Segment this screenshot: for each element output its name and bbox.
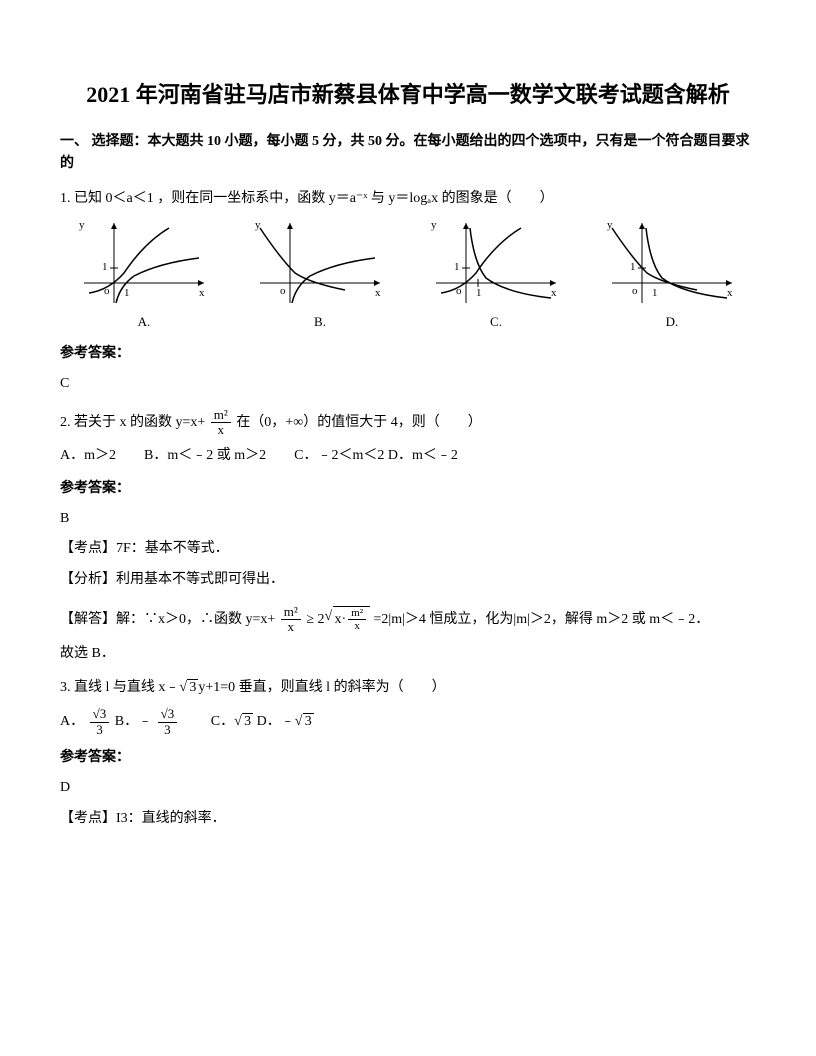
q2-solve-frac1: m² x bbox=[281, 605, 301, 635]
question-3: 3. 直线 l 与直线 x﹣ 3y+1=0 垂直，则直线 l 的斜率为（ ） bbox=[60, 677, 756, 699]
q2-solve-mid1: ≥ bbox=[306, 612, 317, 627]
q3-options: A． √3 3 B．﹣ √3 3 C． 3 D．﹣ 3 bbox=[60, 707, 756, 737]
q2-sqrt: x·m²x bbox=[325, 606, 371, 632]
graph-c: y x o 1 1 C. bbox=[412, 218, 580, 333]
q3-opta-frac: √3 3 bbox=[90, 707, 110, 737]
svg-text:1: 1 bbox=[476, 287, 482, 299]
q2-conclusion: 故选 B． bbox=[60, 643, 756, 665]
q2-frac: m² x bbox=[211, 408, 231, 438]
svg-text:x: x bbox=[375, 287, 381, 299]
q2-sqrt-coef: 2 bbox=[318, 612, 325, 627]
q2-sqrt-x: x· bbox=[335, 612, 347, 627]
q3-b-den: 3 bbox=[158, 723, 178, 737]
q3-a-den: 3 bbox=[90, 723, 110, 737]
section-header: 一、 选择题：本大题共 10 小题，每小题 5 分，共 50 分。在每小题给出的… bbox=[60, 131, 756, 176]
q2-s1-num: m² bbox=[281, 605, 301, 620]
q2-options: A．m＞2 B．m＜﹣2 或 m＞2 C．﹣2＜m＜2 D．m＜﹣2 bbox=[60, 445, 756, 467]
q1-suffix: 的图象是（ ） bbox=[442, 191, 554, 206]
q2-solve-prefix: 【解答】解：∵x＞0，∴函数 y=x+ bbox=[60, 612, 275, 627]
q2-s1-den: x bbox=[281, 620, 301, 634]
graph-b: y x o B. bbox=[236, 218, 404, 333]
q3-b-num: √3 bbox=[158, 707, 178, 722]
graph-c-label: C. bbox=[412, 312, 580, 333]
exam-title: 2021 年河南省驻马店市新蔡县体育中学高一数学文联考试题含解析 bbox=[60, 80, 756, 111]
graph-d: y x o 1 1 D. bbox=[588, 218, 756, 333]
q2-solve: 【解答】解：∵x＞0，∴函数 y=x+ m² x ≥ 2x·m²x =2|m|＞… bbox=[60, 605, 756, 635]
q2-sqrt-frac: m²x bbox=[348, 607, 366, 632]
svg-text:o: o bbox=[632, 285, 638, 297]
q3-optb-pre: B．﹣ bbox=[115, 714, 152, 729]
graph-a-label: A. bbox=[60, 312, 228, 333]
svg-text:1: 1 bbox=[630, 261, 636, 273]
svg-text:y: y bbox=[79, 219, 85, 231]
graph-a: y x o 1 1 A. bbox=[60, 218, 228, 333]
q3-optd-pre: D．﹣ bbox=[257, 714, 295, 729]
q2-sqrt-den: x bbox=[348, 620, 366, 632]
svg-text:1: 1 bbox=[652, 287, 658, 299]
q2-prefix: 2. 若关于 x 的函数 y=x+ bbox=[60, 415, 205, 430]
q2-answer-label: 参考答案： bbox=[60, 478, 756, 500]
q1-graphs: y x o 1 1 A. y x o B. bbox=[60, 218, 756, 333]
svg-text:y: y bbox=[431, 219, 437, 231]
q2-mid: 在（0，+∞）的值恒大于 4，则（ ） bbox=[236, 415, 481, 430]
graph-b-label: B. bbox=[236, 312, 404, 333]
question-1: 1. 已知 0＜a＜1 ，则在同一坐标系中，函数 y＝a⁻ˣ 与 y＝logₐx… bbox=[60, 188, 756, 210]
q3-optc-pre: C． bbox=[183, 714, 234, 729]
q3-c-val: 3 bbox=[242, 713, 253, 729]
q1-func2: y＝logₐx bbox=[388, 191, 438, 206]
q2-point: 【考点】7F：基本不等式． bbox=[60, 538, 756, 560]
q3-sqrt3: 3 bbox=[179, 677, 198, 699]
q3-sqrt3-val: 3 bbox=[187, 679, 198, 695]
q3-d-val: 3 bbox=[303, 713, 314, 729]
q2-frac-num: m² bbox=[211, 408, 231, 423]
q1-mid1: ，则在同一坐标系中，函数 bbox=[157, 191, 325, 206]
q3-optc-sqrt: 3 bbox=[234, 711, 253, 733]
q3-opta-pre: A． bbox=[60, 714, 84, 729]
svg-text:1: 1 bbox=[124, 287, 130, 299]
q2-sqrt-num: m² bbox=[348, 607, 366, 620]
q1-cond: 0＜a＜1 bbox=[106, 191, 154, 206]
svg-text:x: x bbox=[199, 287, 205, 299]
q3-answer: D bbox=[60, 777, 756, 799]
q2-solve-mid2: =2|m|＞4 恒成立，化为|m|＞2，解得 m＞2 或 m＜﹣2． bbox=[374, 612, 710, 627]
svg-text:x: x bbox=[727, 287, 733, 299]
q3-mid: y+1=0 垂直，则直线 l 的斜率为（ ） bbox=[198, 680, 445, 695]
q3-prefix: 3. 直线 l 与直线 x﹣ bbox=[60, 680, 179, 695]
q1-answer-label: 参考答案： bbox=[60, 343, 756, 365]
question-2: 2. 若关于 x 的函数 y=x+ m² x 在（0，+∞）的值恒大于 4，则（… bbox=[60, 408, 756, 438]
q1-answer: C bbox=[60, 373, 756, 395]
q3-answer-label: 参考答案： bbox=[60, 747, 756, 769]
q2-frac-den: x bbox=[211, 423, 231, 437]
svg-text:o: o bbox=[280, 285, 286, 297]
q1-mid2: 与 bbox=[371, 191, 385, 206]
svg-text:x: x bbox=[551, 287, 557, 299]
q3-point: 【考点】I3：直线的斜率． bbox=[60, 808, 756, 830]
graph-d-label: D. bbox=[588, 312, 756, 333]
svg-text:1: 1 bbox=[102, 261, 108, 273]
q1-func1: y＝a⁻ˣ bbox=[329, 191, 368, 206]
q1-prefix: 1. 已知 bbox=[60, 191, 102, 206]
q2-analysis: 【分析】利用基本不等式即可得出． bbox=[60, 569, 756, 591]
svg-text:1: 1 bbox=[454, 261, 460, 273]
q2-answer: B bbox=[60, 508, 756, 530]
q3-a-num: √3 bbox=[90, 707, 110, 722]
q3-optd-sqrt: 3 bbox=[295, 711, 314, 733]
q3-optb-frac: √3 3 bbox=[158, 707, 178, 737]
